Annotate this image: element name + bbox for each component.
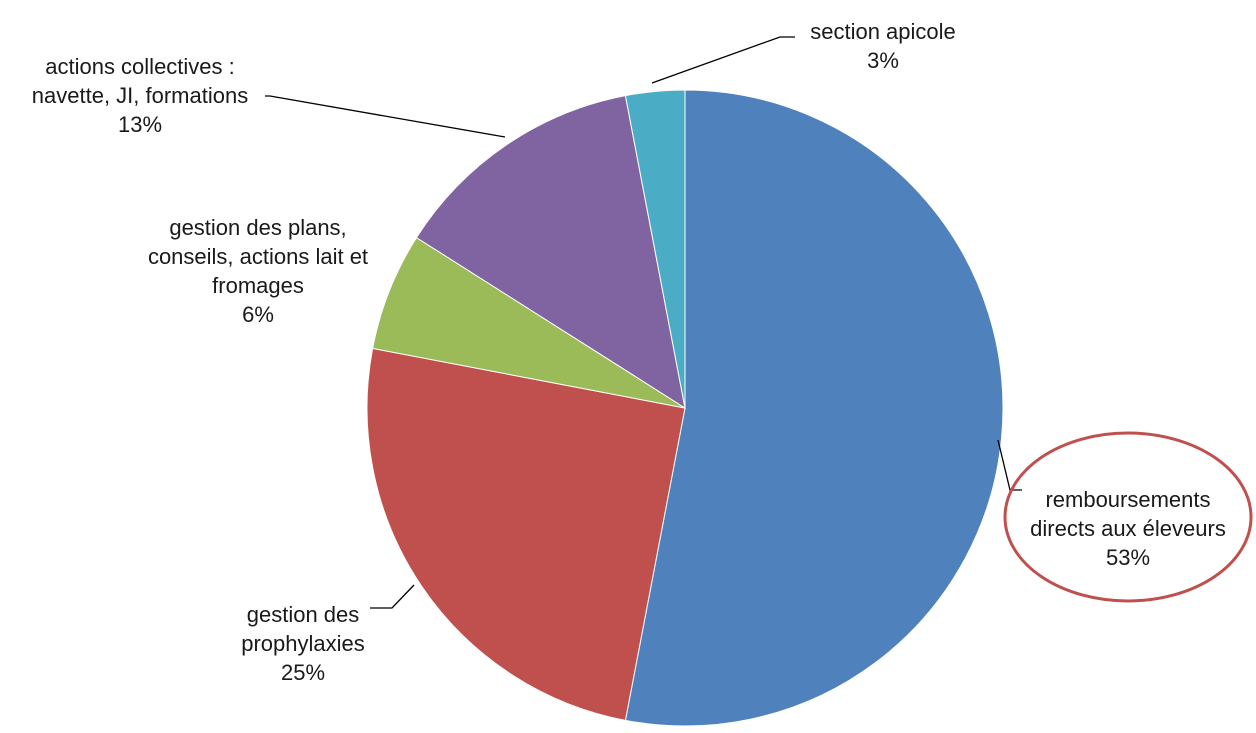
slice-label-4: actions collectives : navette, JI, format…	[32, 54, 248, 137]
slice-name-line: conseils, actions lait et	[148, 244, 368, 269]
slice-name-line: actions collectives :	[45, 54, 235, 79]
leader-line-1	[997, 439, 1022, 491]
slice-percent-label: 25%	[281, 660, 325, 685]
slice-percent-label: 53%	[1106, 545, 1150, 570]
pie-slice-4	[415, 95, 686, 410]
slice-label-1: remboursements directs aux éleveurs 53%	[1030, 487, 1226, 570]
pie-slice-1	[624, 89, 1004, 727]
slice-label-3: gestion des plans, conseils, actions lait…	[148, 215, 368, 327]
slice-name-line: gestion des plans,	[169, 215, 346, 240]
leader-line-5	[651, 36, 795, 84]
slice-name-line: directs aux éleveurs	[1030, 516, 1226, 541]
slice-percent-label: 6%	[242, 302, 274, 327]
highlight-ellipse	[1003, 431, 1253, 603]
pie-slices	[366, 89, 1004, 727]
slice-name-line: section apicole	[810, 19, 956, 44]
pie-slice-5	[624, 89, 686, 409]
slice-label-5: section apicole 3%	[810, 19, 956, 73]
slice-percent-label: 13%	[118, 112, 162, 137]
slice-percent-label: 3%	[867, 48, 899, 73]
pie-slice-2	[366, 347, 686, 721]
highlight-group	[1003, 431, 1253, 603]
leader-lines	[265, 36, 1022, 609]
leader-line-2	[370, 584, 415, 609]
slice-labels: remboursements directs aux éleveurs 53% ges…	[32, 19, 1226, 685]
slice-name-line: prophylaxies	[241, 631, 365, 656]
slice-name-line: navette, JI, formations	[32, 83, 248, 108]
slice-label-2: gestion des prophylaxies 25%	[241, 602, 365, 685]
slice-name-line: fromages	[212, 273, 304, 298]
slice-name-line: gestion des	[247, 602, 360, 627]
slice-name-line: remboursements	[1045, 487, 1210, 512]
leader-line-4	[265, 95, 506, 138]
pie-slice-3	[372, 236, 686, 409]
